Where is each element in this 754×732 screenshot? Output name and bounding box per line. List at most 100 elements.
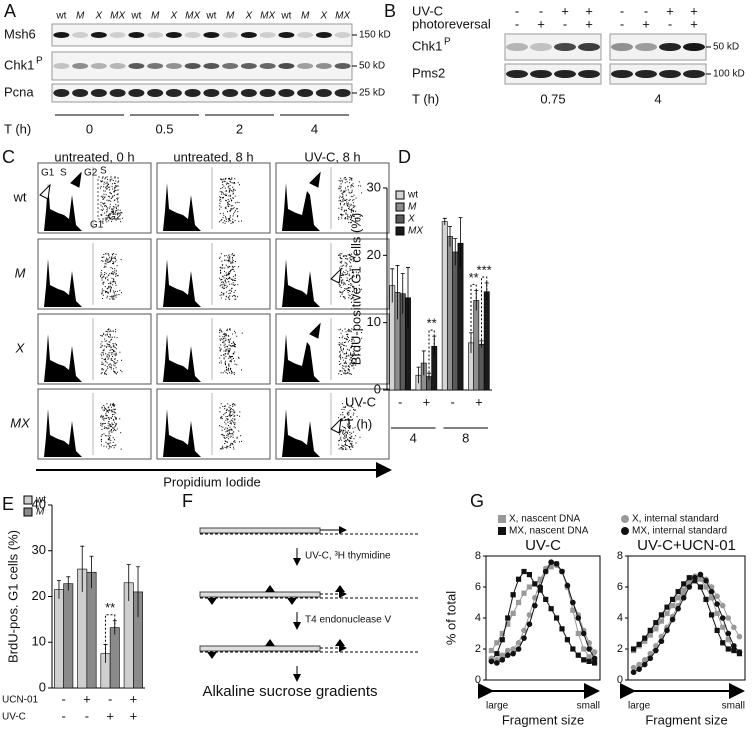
size-marker: 100 kD bbox=[713, 69, 745, 80]
condition-label: photoreversal bbox=[412, 16, 491, 31]
point bbox=[725, 630, 732, 637]
point bbox=[719, 602, 726, 609]
point bbox=[647, 650, 654, 657]
point bbox=[720, 640, 726, 646]
band bbox=[147, 63, 164, 69]
x-end-label: small bbox=[577, 701, 600, 712]
bar bbox=[483, 291, 490, 391]
y-tick-label: 4 bbox=[617, 612, 623, 624]
error-bar bbox=[136, 566, 141, 618]
significance-bracket bbox=[470, 283, 477, 343]
lane-label: wt bbox=[55, 11, 66, 22]
legend-label: wt bbox=[407, 190, 418, 201]
x-tick-label: + bbox=[423, 394, 431, 409]
dna-histogram bbox=[44, 334, 82, 382]
band bbox=[334, 89, 351, 97]
size-marker: 25 kD bbox=[359, 88, 385, 99]
gate bbox=[97, 176, 119, 220]
point bbox=[494, 640, 500, 646]
legend-label: MX bbox=[408, 226, 423, 237]
point bbox=[630, 646, 637, 652]
point bbox=[658, 612, 665, 618]
lane-label: MX bbox=[185, 11, 200, 22]
band bbox=[165, 32, 182, 38]
point bbox=[725, 646, 731, 652]
size-marker: 150 kD bbox=[359, 30, 391, 41]
lane-label: M bbox=[151, 11, 160, 22]
point bbox=[521, 627, 527, 634]
error-bar bbox=[427, 372, 431, 380]
panel-label: B bbox=[384, 1, 396, 21]
sign: - bbox=[644, 3, 648, 18]
point bbox=[714, 610, 720, 616]
column-label: untreated, 8 h bbox=[173, 149, 253, 164]
panel-label: E bbox=[2, 494, 14, 514]
point bbox=[575, 652, 581, 658]
time-label: 0.5 bbox=[155, 121, 173, 136]
lane-label: X bbox=[95, 11, 103, 22]
time-label: 0.75 bbox=[540, 91, 565, 106]
band bbox=[297, 89, 314, 97]
sign: + bbox=[585, 16, 593, 31]
axis-label: T (h) bbox=[412, 91, 439, 106]
arrowhead bbox=[330, 417, 342, 434]
error-bar bbox=[453, 238, 458, 266]
point bbox=[647, 655, 654, 662]
gate-label: G2 bbox=[84, 168, 98, 179]
scatter-dots bbox=[100, 328, 123, 375]
sign: + bbox=[83, 691, 91, 706]
time-label: 0 bbox=[86, 121, 93, 136]
point bbox=[720, 624, 726, 630]
y-tick-label: 10 bbox=[367, 314, 381, 329]
point bbox=[526, 612, 533, 618]
point bbox=[515, 576, 522, 582]
sign: - bbox=[515, 16, 519, 31]
lane-label: wt bbox=[280, 11, 291, 22]
error-bar bbox=[56, 580, 61, 599]
arrowhead bbox=[309, 171, 321, 188]
y-axis-label: BrdU-positive G1 cells (%) bbox=[348, 213, 363, 365]
point bbox=[537, 584, 544, 590]
error-bar bbox=[406, 267, 410, 329]
chart-title: UV-C bbox=[525, 537, 561, 554]
lane-label: M bbox=[301, 11, 310, 22]
y-tick-label: 8 bbox=[617, 550, 623, 562]
condition-label: UV-C bbox=[412, 3, 443, 18]
point bbox=[675, 605, 681, 612]
point bbox=[681, 581, 687, 587]
point bbox=[636, 661, 642, 668]
band bbox=[90, 89, 107, 97]
point bbox=[575, 630, 581, 637]
point bbox=[664, 604, 670, 610]
error-bar bbox=[448, 225, 452, 247]
blot bbox=[51, 51, 353, 81]
lesion bbox=[265, 639, 275, 646]
row-label: Chk1 bbox=[412, 38, 442, 53]
scatter-dots bbox=[338, 328, 363, 375]
point bbox=[564, 582, 571, 589]
band bbox=[635, 43, 657, 51]
flow-plot bbox=[37, 313, 152, 385]
error-bar bbox=[479, 340, 484, 348]
lane-label: M bbox=[226, 11, 235, 22]
y-tick-label: 0 bbox=[475, 674, 481, 686]
sign: + bbox=[642, 16, 650, 31]
dna-histogram bbox=[282, 183, 320, 231]
band bbox=[315, 63, 332, 69]
sign: - bbox=[515, 3, 519, 18]
bar bbox=[478, 343, 485, 391]
point bbox=[488, 658, 495, 665]
band bbox=[278, 63, 295, 69]
step-label: T4 endonuclease V bbox=[305, 615, 392, 626]
row-label: wt bbox=[13, 189, 27, 204]
band bbox=[578, 43, 600, 51]
point bbox=[542, 568, 549, 575]
flow-plot bbox=[275, 162, 390, 234]
band bbox=[72, 32, 89, 38]
band bbox=[72, 89, 89, 97]
point bbox=[708, 595, 715, 601]
flow-plot bbox=[156, 388, 271, 460]
scatter-dots bbox=[100, 403, 122, 450]
point bbox=[736, 633, 743, 640]
sign: + bbox=[130, 691, 138, 706]
